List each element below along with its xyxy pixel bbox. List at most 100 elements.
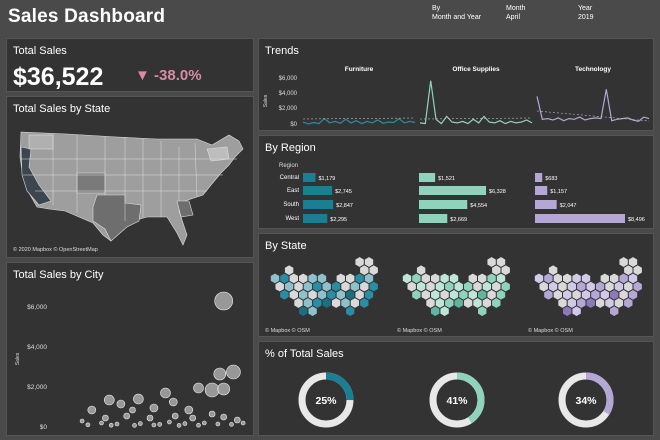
state-hex[interactable] — [482, 281, 492, 293]
state-hex[interactable] — [364, 289, 374, 301]
state-hex[interactable] — [444, 297, 455, 309]
city-scatter-chart[interactable]: Sales $6,000 $4,000 $2,000 $0 — [7, 263, 255, 437]
state-hex[interactable] — [421, 289, 431, 301]
state-hex[interactable] — [430, 272, 440, 284]
state-hex[interactable] — [303, 297, 313, 309]
state-hex[interactable] — [435, 297, 445, 309]
state-hex[interactable] — [628, 256, 638, 268]
state-hex[interactable] — [472, 281, 483, 293]
state-hex[interactable] — [284, 264, 294, 276]
state-hex[interactable] — [557, 297, 568, 309]
state-hex[interactable] — [288, 272, 299, 284]
state-washington[interactable] — [28, 134, 54, 150]
hex-map-attribution[interactable]: © Mapbox © OSM — [263, 328, 312, 334]
state-hex[interactable] — [595, 281, 605, 293]
city-point[interactable] — [149, 403, 159, 413]
state-hex[interactable] — [618, 289, 629, 301]
city-point[interactable] — [234, 416, 241, 424]
state-hex[interactable] — [477, 272, 487, 284]
state-hex[interactable] — [623, 264, 634, 276]
state-hex[interactable] — [359, 264, 370, 276]
filter-by[interactable]: By Month and Year — [432, 4, 481, 22]
state-hex[interactable] — [430, 289, 440, 301]
pct-total-panel[interactable]: % of Total Sales 25% 41% 34% — [258, 341, 654, 436]
state-hex[interactable] — [543, 289, 554, 301]
state-hex[interactable] — [284, 281, 294, 293]
state-hex[interactable] — [548, 281, 558, 293]
state-hex[interactable] — [477, 305, 487, 317]
region-bar[interactable] — [535, 173, 543, 182]
donut-segment[interactable] — [429, 372, 485, 428]
region-bar[interactable] — [303, 173, 316, 182]
state-hex[interactable] — [567, 297, 577, 309]
state-hex[interactable] — [581, 289, 591, 301]
state-hex[interactable] — [340, 297, 351, 309]
state-hex[interactable] — [472, 297, 483, 309]
city-point[interactable] — [85, 422, 91, 428]
state-hex[interactable] — [340, 281, 351, 293]
region-panel[interactable]: By Region Region Central East South West… — [258, 135, 654, 229]
city-point[interactable] — [171, 412, 179, 420]
state-hex[interactable] — [444, 281, 455, 293]
region-bar[interactable] — [419, 200, 468, 209]
state-hex[interactable] — [307, 289, 318, 301]
state-hex[interactable] — [449, 289, 459, 301]
state-hex[interactable] — [618, 256, 629, 268]
city-point[interactable] — [99, 420, 104, 426]
city-point[interactable] — [132, 423, 137, 428]
city-point[interactable] — [79, 418, 85, 424]
state-hex[interactable] — [321, 297, 332, 309]
state-hex[interactable] — [576, 281, 587, 293]
city-point[interactable] — [116, 399, 126, 409]
state-hex[interactable] — [552, 272, 563, 284]
state-hex[interactable] — [500, 281, 511, 293]
state-hex[interactable] — [557, 281, 568, 293]
us-map[interactable] — [7, 97, 255, 259]
state-hex[interactable] — [628, 289, 638, 301]
state-hex[interactable] — [604, 297, 615, 309]
donut-segment[interactable] — [558, 372, 614, 428]
state-hex[interactable] — [468, 272, 478, 284]
state-hex[interactable] — [439, 289, 450, 301]
state-hex[interactable] — [609, 305, 620, 317]
state-hex[interactable] — [496, 272, 506, 284]
state-hex[interactable] — [599, 289, 610, 301]
state-hex[interactable] — [628, 272, 638, 284]
state-hex[interactable] — [571, 289, 582, 301]
state-hex[interactable] — [458, 289, 469, 301]
trends-panel[interactable]: Trends Furniture Office Supplies Technol… — [258, 38, 654, 131]
state-hex[interactable] — [411, 272, 422, 284]
filter-month[interactable]: Month April — [506, 4, 525, 22]
state-georgia[interactable] — [176, 200, 194, 218]
city-point[interactable] — [104, 394, 115, 406]
city-point[interactable] — [157, 422, 162, 427]
state-hex[interactable] — [500, 264, 511, 276]
city-point[interactable] — [138, 421, 143, 426]
state-hex[interactable] — [307, 272, 318, 284]
filter-value[interactable]: Month and Year — [432, 14, 482, 21]
region-bar[interactable] — [535, 186, 548, 195]
city-point[interactable] — [215, 421, 221, 427]
city-point[interactable] — [213, 367, 227, 381]
state-map-panel[interactable]: Total Sales by State © 2020 Mapbox © Ope… — [6, 96, 254, 258]
state-hex[interactable] — [368, 281, 379, 293]
region-bar[interactable] — [303, 186, 333, 195]
city-point[interactable] — [123, 412, 130, 420]
state-hex[interactable] — [435, 281, 445, 293]
state-hex[interactable] — [416, 281, 426, 293]
state-hex[interactable] — [538, 281, 549, 293]
region-bar[interactable] — [535, 214, 625, 223]
by-state-panel[interactable]: By State © Mapbox © OSM © Mapbox © OSM ©… — [258, 233, 654, 337]
region-bar-chart[interactable]: Region Central East South West $1,179 $2,… — [259, 136, 655, 230]
city-point[interactable] — [202, 420, 207, 426]
state-hex[interactable] — [331, 297, 341, 309]
state-hex[interactable] — [359, 297, 370, 309]
state-hex[interactable] — [534, 272, 544, 284]
state-hex[interactable] — [463, 297, 473, 309]
state-hex[interactable] — [345, 272, 355, 284]
state-hex[interactable] — [425, 297, 436, 309]
region-bar[interactable] — [419, 214, 448, 223]
state-hex[interactable] — [288, 289, 299, 301]
region-bar[interactable] — [535, 200, 557, 209]
state-hex[interactable] — [595, 297, 605, 309]
